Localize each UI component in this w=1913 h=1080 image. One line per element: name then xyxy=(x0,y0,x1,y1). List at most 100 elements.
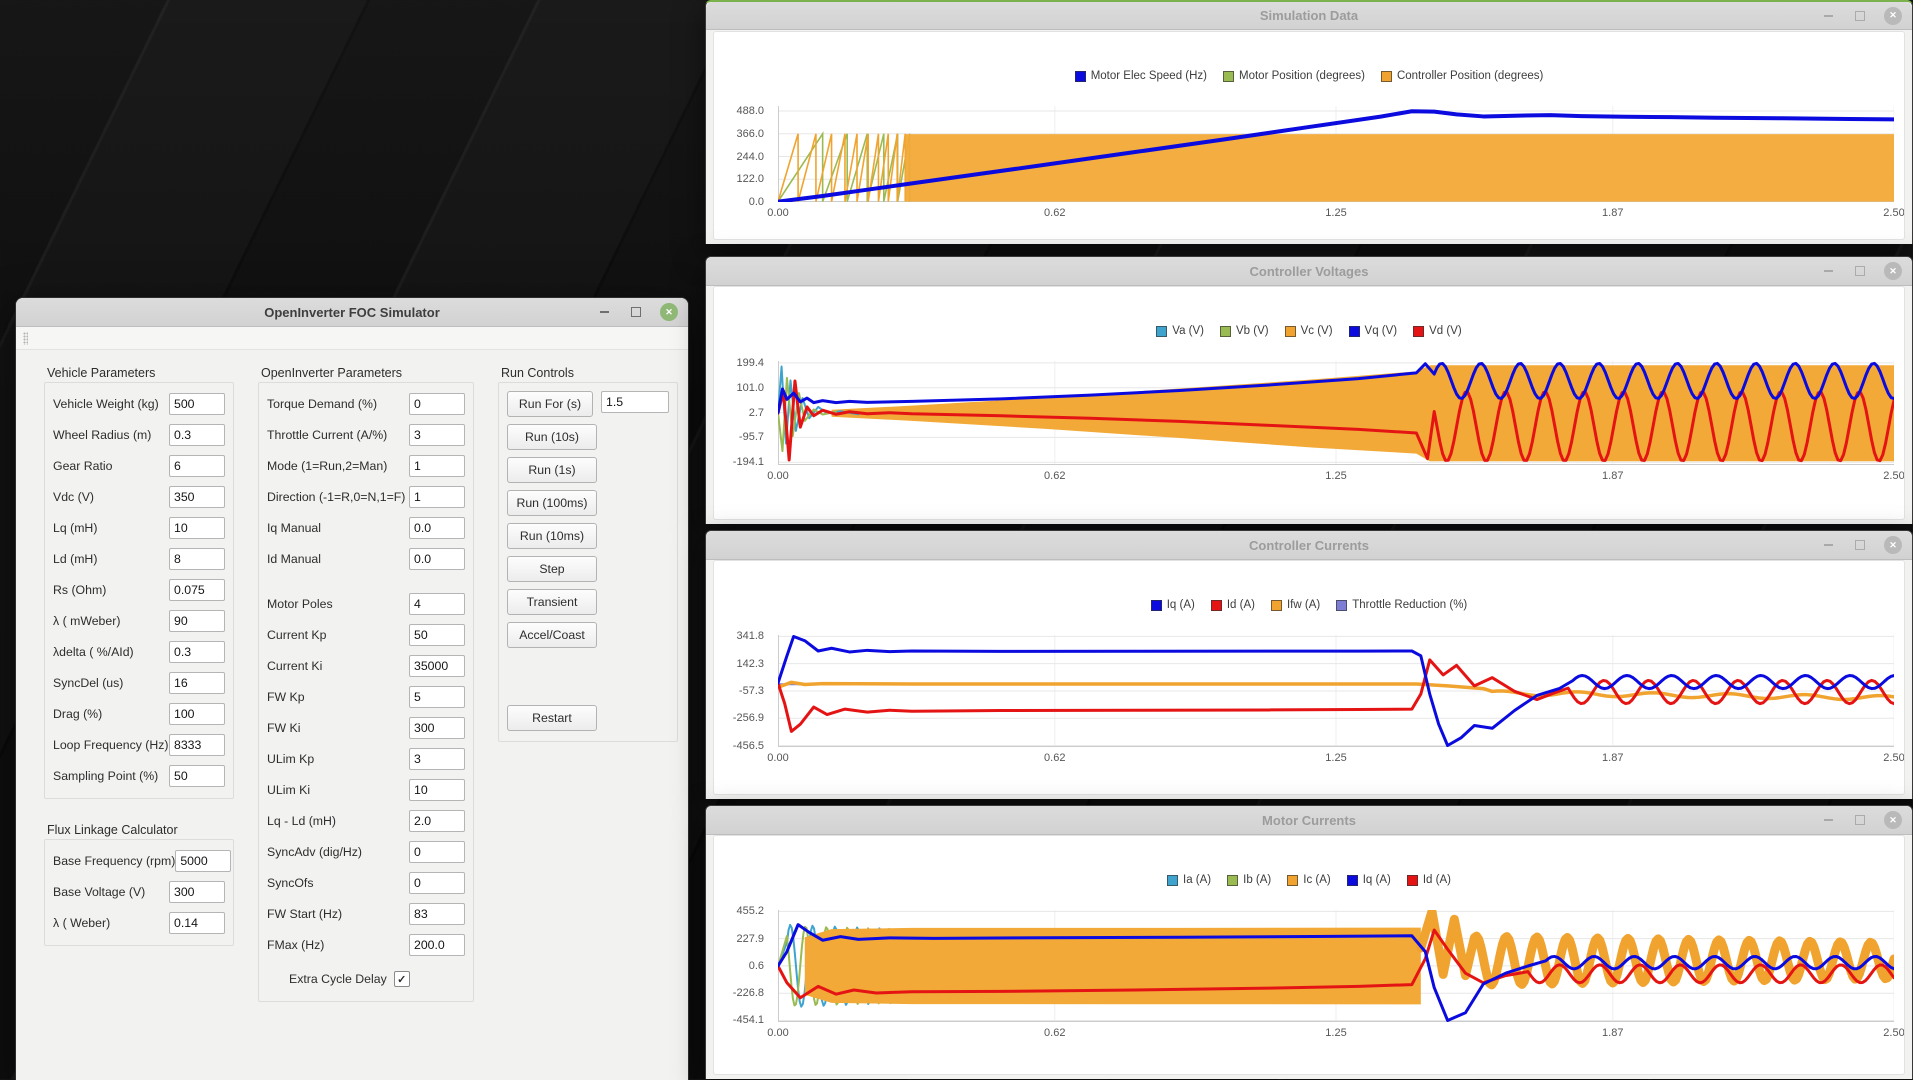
minimize-button[interactable] xyxy=(1820,263,1836,279)
chart-legend: Ia (A) Ib (A) Ic (A) Iq (A) Id (A) xyxy=(714,874,1904,886)
close-button[interactable] xyxy=(1884,811,1902,829)
parameter-input[interactable]: 16 xyxy=(169,671,225,694)
parameter-input[interactable]: 500 xyxy=(169,392,225,415)
close-button[interactable] xyxy=(1884,536,1902,554)
chart-titlebar[interactable]: Simulation Data xyxy=(706,2,1912,30)
legend-item: Motor Position (degrees) xyxy=(1223,70,1365,82)
parameter-input[interactable]: 350 xyxy=(169,485,225,508)
close-button[interactable] xyxy=(1884,262,1902,280)
legend-swatch-vq-v xyxy=(1348,325,1360,337)
legend-label: Motor Position (degrees) xyxy=(1239,70,1365,82)
parameter-input[interactable]: 2.0 xyxy=(409,809,465,832)
field-label: FW Kp xyxy=(267,689,305,704)
field-label: Motor Poles xyxy=(267,596,333,611)
y-tick-label: 0.6 xyxy=(748,959,764,972)
parameter-input[interactable]: 0 xyxy=(409,871,465,894)
minimize-button[interactable] xyxy=(1820,812,1836,828)
parameter-input[interactable]: 4 xyxy=(409,592,465,615)
parameter-input[interactable]: 8333 xyxy=(169,733,225,756)
parameter-input[interactable]: 0.3 xyxy=(169,423,225,446)
legend-label: Vb (V) xyxy=(1236,325,1269,337)
parameter-input[interactable]: 0.14 xyxy=(169,911,225,934)
legend-swatch-throttle-reduction xyxy=(1336,599,1348,611)
x-tick-label: 1.25 xyxy=(1325,470,1347,482)
parameter-input[interactable]: 0.3 xyxy=(169,640,225,663)
restore-button[interactable] xyxy=(1852,812,1868,828)
field-label: Lq - Ld (mH) xyxy=(267,813,337,828)
field-row: Gear Ratio 6 xyxy=(53,450,225,481)
chart-canvas xyxy=(777,635,1895,747)
chart-titlebar[interactable]: Controller Currents xyxy=(706,531,1912,560)
restore-button[interactable] xyxy=(1852,537,1868,553)
field-row: ULim Ki 10 xyxy=(267,774,465,805)
parameter-input[interactable]: 0.0 xyxy=(409,547,465,570)
parameter-input[interactable]: 6 xyxy=(169,454,225,477)
x-tick-label: 0.00 xyxy=(767,752,789,764)
restore-button[interactable] xyxy=(628,304,644,320)
parameter-input[interactable]: 0.075 xyxy=(169,578,225,601)
field-label: Torque Demand (%) xyxy=(267,396,378,411)
parameter-input[interactable]: 1 xyxy=(409,485,465,508)
simulator-titlebar[interactable]: OpenInverter FOC Simulator xyxy=(16,298,688,327)
minimize-button[interactable] xyxy=(1820,8,1836,24)
parameter-input[interactable]: 3 xyxy=(409,747,465,770)
restore-icon xyxy=(1855,540,1865,550)
parameter-input[interactable]: 200.0 xyxy=(409,933,465,956)
legend-label: Vd (V) xyxy=(1429,325,1462,337)
field-row: Id Manual 0.0 xyxy=(267,543,465,574)
parameter-input[interactable]: 83 xyxy=(409,902,465,925)
parameter-input[interactable]: 300 xyxy=(169,880,225,903)
parameter-input[interactable]: 8 xyxy=(169,547,225,570)
run-button[interactable]: Run (10ms) xyxy=(507,523,597,549)
series-line-blue xyxy=(778,109,1894,202)
x-tick-label: 0.62 xyxy=(1044,207,1066,219)
y-tick-label: 142.3 xyxy=(736,657,764,670)
legend-swatch-vb-v xyxy=(1220,325,1231,337)
parameter-input[interactable]: 10 xyxy=(169,516,225,539)
field-row: ULim Kp 3 xyxy=(267,743,465,774)
run-button[interactable]: Run (100ms) xyxy=(507,490,597,516)
restore-button[interactable] xyxy=(1852,263,1868,279)
parameter-input[interactable]: 50 xyxy=(409,623,465,646)
x-tick-label: 2.50 xyxy=(1883,1027,1905,1039)
parameter-input[interactable]: 3 xyxy=(409,423,465,446)
restore-icon xyxy=(1855,815,1865,825)
close-button[interactable] xyxy=(1884,6,1902,25)
openinverter-column: OpenInverter Parameters Torque Demand (%… xyxy=(258,366,474,1002)
run-button[interactable]: Accel/Coast xyxy=(507,622,597,648)
series-band xyxy=(804,927,1421,1005)
parameter-input[interactable]: 5 xyxy=(409,685,465,708)
parameter-input[interactable]: 0 xyxy=(409,840,465,863)
parameter-input[interactable]: 0 xyxy=(409,392,465,415)
series-line-red xyxy=(778,658,1894,733)
run-button[interactable]: Run (1s) xyxy=(507,457,597,483)
run-for-input[interactable]: 1.5 xyxy=(601,391,669,413)
run-button[interactable]: Run (10s) xyxy=(507,424,597,450)
parameter-input[interactable]: 35000 xyxy=(409,654,465,677)
extra-cycle-delay-checkbox[interactable] xyxy=(393,971,410,987)
x-tick-label: 0.00 xyxy=(767,470,789,482)
run-button[interactable]: Step xyxy=(507,556,597,582)
parameter-input[interactable]: 90 xyxy=(169,609,225,632)
close-button[interactable] xyxy=(660,303,678,321)
restart-button[interactable]: Restart xyxy=(507,705,597,731)
restore-button[interactable] xyxy=(1852,8,1868,24)
run-for-button[interactable]: Run For (s) xyxy=(507,391,593,417)
parameter-input[interactable]: 100 xyxy=(169,702,225,725)
parameter-input[interactable]: 300 xyxy=(409,716,465,739)
parameter-input[interactable]: 1 xyxy=(409,454,465,477)
minimize-button[interactable] xyxy=(596,304,612,320)
parameter-input[interactable]: 10 xyxy=(409,778,465,801)
run-button[interactable]: Transient xyxy=(507,589,597,615)
parameter-input[interactable]: 0.0 xyxy=(409,516,465,539)
chart-titlebar[interactable]: Motor Currents xyxy=(706,806,1912,835)
legend-swatch-vc-v xyxy=(1284,325,1296,337)
chart-titlebar[interactable]: Controller Voltages xyxy=(706,257,1912,286)
legend-item: Throttle Reduction (%) xyxy=(1336,599,1467,611)
vehicle-column: Vehicle Parameters Vehicle Weight (kg) 50… xyxy=(44,366,234,946)
minimize-button[interactable] xyxy=(1820,537,1836,553)
parameter-input[interactable]: 50 xyxy=(169,764,225,787)
field-label: FW Ki xyxy=(267,720,301,735)
parameter-input[interactable]: 5000 xyxy=(175,849,232,872)
toolbar-grip-handle[interactable] xyxy=(23,331,28,345)
